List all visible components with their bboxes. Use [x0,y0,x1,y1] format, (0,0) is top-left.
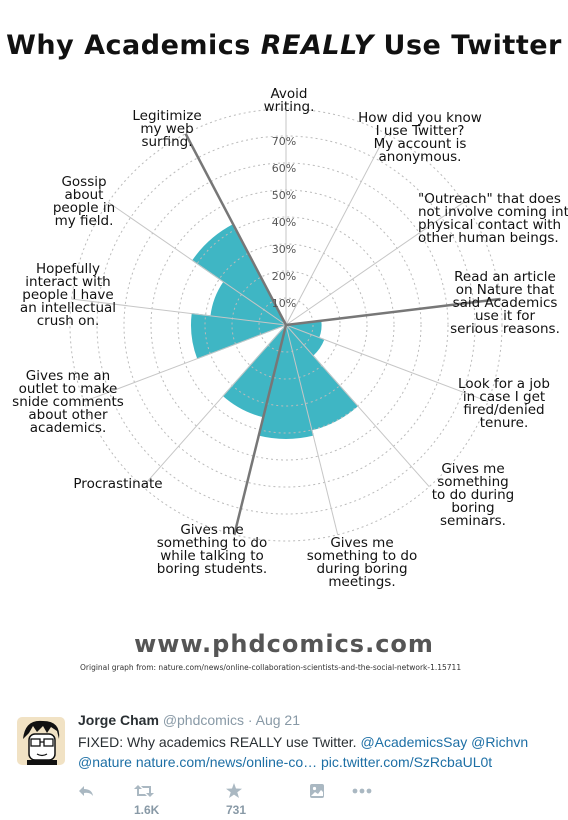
author-handle[interactable]: @phdcomics [162,712,244,728]
favorite-button[interactable]: 731 [226,780,246,817]
emphasis-line [233,324,288,536]
tick-label: 50% [272,189,296,202]
site-url[interactable]: www.phdcomics.com [134,630,434,658]
category-label: Procrastinate [73,476,163,492]
tweet-author: Jorge Cham @phdcomics · Aug 21 [78,712,300,728]
category-label: Gossip about people in my field. [52,174,116,229]
grid-circle [231,270,341,380]
category-label: How did you know I use Twitter? My accou… [358,110,482,165]
polar-chart: 10% 20% 30% 40% 50% 60% 70% [69,108,503,542]
tick-label: 10% [272,297,296,310]
tweet-date[interactable]: · Aug 21 [247,712,300,728]
reply-icon [79,785,93,796]
radial-line [285,324,489,403]
category-label: Gives me something to do during boring m… [306,535,418,590]
source-credit: Original graph from: nature.com/news/onl… [80,663,462,672]
radial-line [107,201,287,326]
favorite-icon [226,783,242,799]
tick-label: 30% [272,243,296,256]
radial-line [142,324,287,488]
author-name[interactable]: Jorge Cham [78,712,159,728]
more-icon [352,788,372,794]
category-label: Read an article on Nature that said Acad… [450,269,560,337]
tick-label: 60% [272,162,296,175]
tweet-mentions[interactable]: @AcademicsSay @Richvn @nature [78,734,529,770]
title-part: Use Twitter [373,30,562,61]
category-label: Gives me an outlet to make snide comment… [12,368,124,436]
radial-line [83,324,287,403]
avatar[interactable] [17,717,65,765]
radial-line [285,201,465,326]
radial-line [71,298,287,326]
radial-line [285,133,387,326]
category-label: "Outreach" that does not involve coming … [418,191,568,246]
tick-label: 20% [272,270,296,283]
retweet-count: 1.6K [134,803,160,817]
emphasis-line [285,297,501,327]
category-label: Look for a job in case I get fired/denie… [458,376,550,431]
comic-panel: Why Academics REALLY Use Twitter 10% 20% 3… [0,30,568,672]
retweet-button[interactable]: 1.6K [134,780,159,817]
radial-line [285,324,430,488]
favorite-count: 731 [226,803,247,817]
reply-button[interactable] [78,780,94,800]
category-label: Avoid writing. [263,86,315,115]
tweet-body: FIXED: Why academics REALLY use Twitter. [78,734,357,750]
media-icon [310,783,324,798]
retweet-icon [134,784,154,797]
tick-label: 70% [272,135,296,148]
tweet-link[interactable]: nature.com/news/online-co… [135,754,318,770]
category-label: Gives me something to do while talking t… [156,522,268,577]
grid-circle [123,162,449,488]
grid-circle [69,108,503,542]
more-button[interactable] [352,780,372,800]
emphasis-line [184,133,288,326]
category-label: Gives me something to do during boring s… [431,461,515,529]
comic-title: Why Academics REALLY Use Twitter [0,30,568,61]
tweet[interactable]: Jorge Cham @phdcomics · Aug 21 FIXED: Wh… [0,700,568,817]
title-emphasis: REALLY [260,30,374,61]
category-label: Legitimize my web surfing. [132,108,202,150]
media-button[interactable] [310,780,324,800]
grid-circle [177,216,395,434]
category-label: Hopefully interact with people I have an… [19,261,117,329]
title-part: Why Academics [6,30,261,61]
tweet-text: FIXED: Why academics REALLY use Twitter.… [78,732,548,772]
tweet-media-link[interactable]: pic.twitter.com/SzRcbaUL0t [321,754,493,770]
tick-label: 40% [272,216,296,229]
radial-line [285,324,339,535]
